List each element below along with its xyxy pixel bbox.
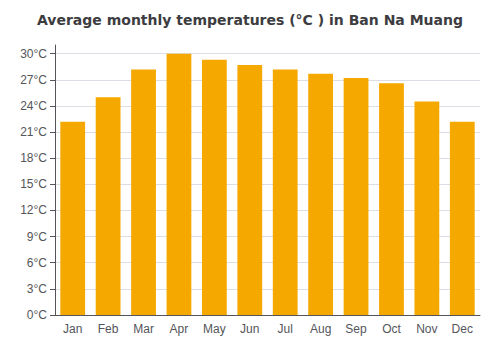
svg-text:Aug: Aug <box>310 322 331 336</box>
svg-text:May: May <box>203 322 226 336</box>
svg-text:Sep: Sep <box>345 322 367 336</box>
svg-text:6°C: 6°C <box>27 256 47 270</box>
svg-text:9°C: 9°C <box>27 230 47 244</box>
svg-text:30°C: 30°C <box>20 47 47 61</box>
svg-text:Oct: Oct <box>382 322 401 336</box>
svg-text:Jun: Jun <box>240 322 259 336</box>
svg-text:Feb: Feb <box>98 322 119 336</box>
svg-text:27°C: 27°C <box>20 73 47 87</box>
svg-text:Apr: Apr <box>170 322 189 336</box>
svg-text:15°C: 15°C <box>20 177 47 191</box>
svg-text:Jan: Jan <box>63 322 82 336</box>
svg-text:12°C: 12°C <box>20 203 47 217</box>
svg-text:Jul: Jul <box>278 322 293 336</box>
svg-text:Average monthly temperatures (: Average monthly temperatures (°C ) in Ba… <box>37 12 463 28</box>
svg-text:Mar: Mar <box>133 322 154 336</box>
svg-text:Dec: Dec <box>452 322 473 336</box>
svg-text:3°C: 3°C <box>27 282 47 296</box>
svg-text:0°C: 0°C <box>27 308 47 322</box>
svg-text:24°C: 24°C <box>20 99 47 113</box>
svg-text:Nov: Nov <box>416 322 437 336</box>
svg-text:21°C: 21°C <box>20 125 47 139</box>
svg-text:18°C: 18°C <box>20 151 47 165</box>
